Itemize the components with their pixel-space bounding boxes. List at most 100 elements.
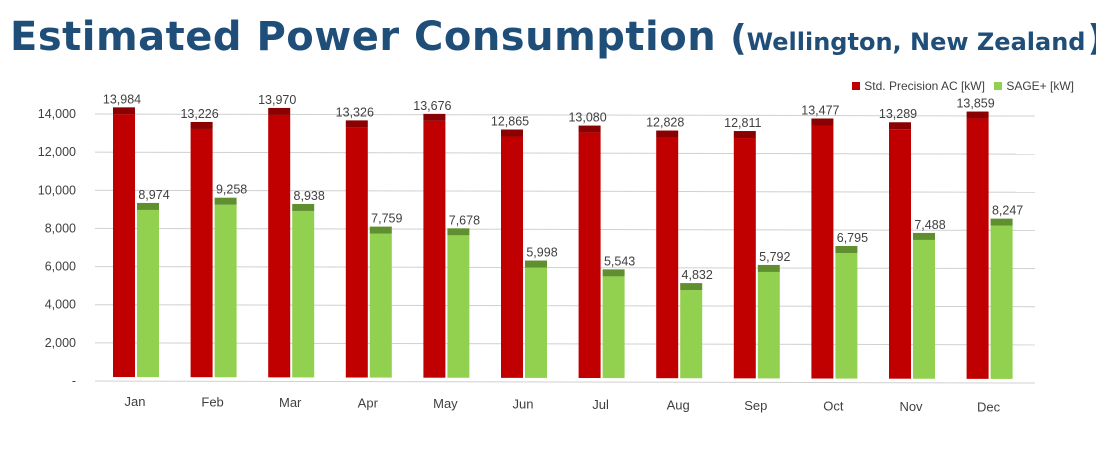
bar-std-ac <box>501 136 523 378</box>
y-tick-label: 10,000 <box>38 183 76 197</box>
data-label-std-ac: 12,811 <box>724 116 761 130</box>
data-label-sage: 6,795 <box>837 231 868 245</box>
bar-std-ac <box>966 118 989 379</box>
data-label-sage: 5,998 <box>526 246 557 260</box>
bar-sage-top <box>292 203 315 211</box>
bar-sage-top <box>602 269 625 277</box>
bar-std-ac-top <box>423 113 446 121</box>
gridline <box>94 380 1036 384</box>
data-label-sage: 9,258 <box>216 183 247 197</box>
bar-std-ac <box>113 114 135 378</box>
y-tick-label: 12,000 <box>38 145 76 159</box>
x-tick-label: Oct <box>823 399 844 414</box>
bar-sage <box>602 276 625 379</box>
data-label-std-ac: 13,859 <box>956 97 994 111</box>
bar-std-ac-top <box>268 107 291 115</box>
bar-sage-top <box>137 202 159 210</box>
bar-sage-top <box>369 226 392 234</box>
gridline <box>94 113 1036 117</box>
data-label-std-ac: 12,828 <box>646 116 684 130</box>
data-label-std-ac: 13,477 <box>801 103 839 117</box>
data-label-std-ac: 13,080 <box>568 111 606 125</box>
bar-std-ac-top <box>889 122 911 130</box>
data-label-sage: 8,247 <box>992 204 1023 218</box>
bar-std-ac-top <box>190 121 213 129</box>
data-label-std-ac: 12,865 <box>491 115 529 129</box>
chart-title-main: Estimated Power Consumption <box>10 14 717 60</box>
bar-sage <box>913 239 935 379</box>
bar-std-ac-top <box>113 107 135 115</box>
bar-sage <box>990 225 1013 379</box>
x-tick-label: Dec <box>977 400 1001 415</box>
bar-std-ac <box>656 137 679 379</box>
bar-sage <box>369 233 392 378</box>
data-label-std-ac: 13,984 <box>103 92 141 106</box>
x-tick-label: Jan <box>125 394 146 409</box>
gridline <box>94 342 1036 346</box>
legend: Std. Precision AC [kW] SAGE+ [kW] <box>846 79 1074 93</box>
data-label-sage: 7,759 <box>371 212 402 226</box>
x-tick-label: Aug <box>667 398 690 413</box>
legend-swatch-red <box>852 81 861 90</box>
bar-sage-top <box>757 264 780 272</box>
data-label-sage: 4,832 <box>682 268 713 282</box>
legend-item-sage: SAGE+ [kW] <box>994 79 1074 93</box>
bar-std-ac <box>190 128 213 378</box>
gridline <box>94 227 1036 231</box>
x-tick-label: Apr <box>358 396 379 411</box>
gridline <box>94 151 1036 155</box>
bar-std-ac <box>578 132 601 379</box>
bar-sage <box>447 235 470 378</box>
bar-sage-top <box>447 228 470 236</box>
x-tick-label: Sep <box>744 398 767 413</box>
gridline <box>94 304 1036 308</box>
bar-sage <box>137 209 159 378</box>
legend-swatch-green <box>994 81 1003 90</box>
x-tick-label: Nov <box>899 399 923 414</box>
data-label-sage: 8,938 <box>294 189 325 203</box>
bar-std-ac-top <box>733 131 756 139</box>
x-tick-label: Mar <box>279 395 302 410</box>
title-close-paren: ) <box>1087 18 1096 59</box>
legend-item-std-ac: Std. Precision AC [kW] <box>852 79 985 93</box>
bar-std-ac <box>423 120 446 378</box>
data-label-sage: 7,678 <box>449 213 480 227</box>
gridline <box>94 189 1036 193</box>
bar-std-ac-top <box>345 120 368 128</box>
bar-sage-top <box>525 260 547 268</box>
bar-sage-top <box>214 197 237 205</box>
data-label-std-ac: 13,289 <box>879 107 917 121</box>
y-tick-label: 2,000 <box>45 336 76 350</box>
bar-sage <box>214 204 237 378</box>
chart-subtitle: Wellington, New Zealand <box>746 28 1086 56</box>
bar-sage <box>525 267 547 378</box>
bar-std-ac <box>733 138 756 379</box>
y-tick-label: - <box>72 374 76 388</box>
bar-sage <box>835 252 858 379</box>
bar-std-ac-top <box>811 118 834 126</box>
bar-sage <box>292 210 315 378</box>
bar-std-ac <box>811 125 834 379</box>
bar-sage <box>757 271 780 379</box>
bar-sage-top <box>913 232 935 240</box>
data-label-std-ac: 13,326 <box>336 105 374 119</box>
bar-std-ac <box>345 127 368 378</box>
title-open-paren: ( <box>730 18 747 59</box>
data-label-std-ac: 13,970 <box>258 93 296 107</box>
bar-sage-top <box>990 218 1013 226</box>
y-tick-label: 4,000 <box>45 298 76 312</box>
gridline <box>94 266 1036 270</box>
data-label-sage: 7,488 <box>914 218 945 232</box>
data-label-sage: 5,543 <box>604 254 635 268</box>
chart-title: Estimated Power Consumption (Wellington, … <box>10 14 1096 60</box>
bar-std-ac-top <box>656 130 679 138</box>
bar-std-ac <box>889 129 911 379</box>
bar-sage <box>680 290 703 379</box>
bar-std-ac-top <box>966 111 989 119</box>
x-tick-label: Feb <box>201 395 223 410</box>
bar-sage-top <box>680 283 703 291</box>
legend-label-std-ac: Std. Precision AC [kW] <box>864 79 985 93</box>
bar-sage-top <box>835 245 858 253</box>
x-tick-label: Jul <box>592 397 609 412</box>
